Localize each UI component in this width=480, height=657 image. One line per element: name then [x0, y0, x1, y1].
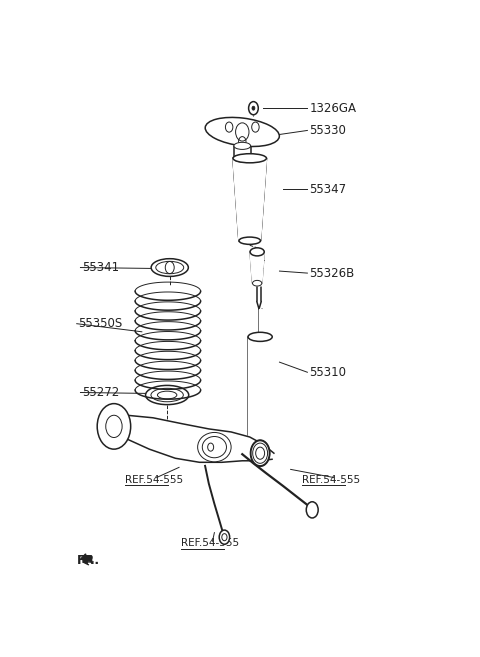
- Text: 1326GA: 1326GA: [309, 102, 356, 115]
- Ellipse shape: [250, 248, 264, 256]
- FancyArrow shape: [81, 554, 92, 563]
- Ellipse shape: [205, 118, 279, 147]
- Circle shape: [251, 441, 269, 466]
- Circle shape: [251, 440, 270, 466]
- Polygon shape: [250, 252, 264, 283]
- Circle shape: [97, 403, 131, 449]
- Polygon shape: [248, 337, 272, 451]
- Text: 55341: 55341: [83, 261, 120, 274]
- Ellipse shape: [145, 386, 189, 405]
- Text: 55326B: 55326B: [309, 267, 355, 280]
- Circle shape: [306, 502, 318, 518]
- Ellipse shape: [151, 259, 188, 277]
- Text: REF.54-555: REF.54-555: [302, 474, 360, 484]
- Text: 55330: 55330: [309, 124, 346, 137]
- Circle shape: [249, 102, 258, 115]
- Text: REF.54-555: REF.54-555: [125, 474, 183, 484]
- Text: 55347: 55347: [309, 183, 347, 196]
- Text: 55310: 55310: [309, 366, 346, 378]
- Ellipse shape: [234, 155, 251, 162]
- Ellipse shape: [198, 432, 231, 462]
- Text: FR.: FR.: [77, 554, 100, 567]
- Polygon shape: [259, 309, 262, 337]
- Text: 55350S: 55350S: [79, 317, 123, 330]
- Polygon shape: [233, 158, 266, 240]
- Ellipse shape: [234, 143, 251, 149]
- Text: 55272: 55272: [83, 386, 120, 399]
- Circle shape: [252, 106, 255, 110]
- Ellipse shape: [233, 154, 266, 163]
- Ellipse shape: [239, 237, 261, 244]
- Text: REF.54-555: REF.54-555: [181, 538, 239, 548]
- Polygon shape: [114, 415, 274, 463]
- Ellipse shape: [252, 281, 262, 286]
- Ellipse shape: [248, 332, 272, 342]
- Circle shape: [219, 530, 229, 544]
